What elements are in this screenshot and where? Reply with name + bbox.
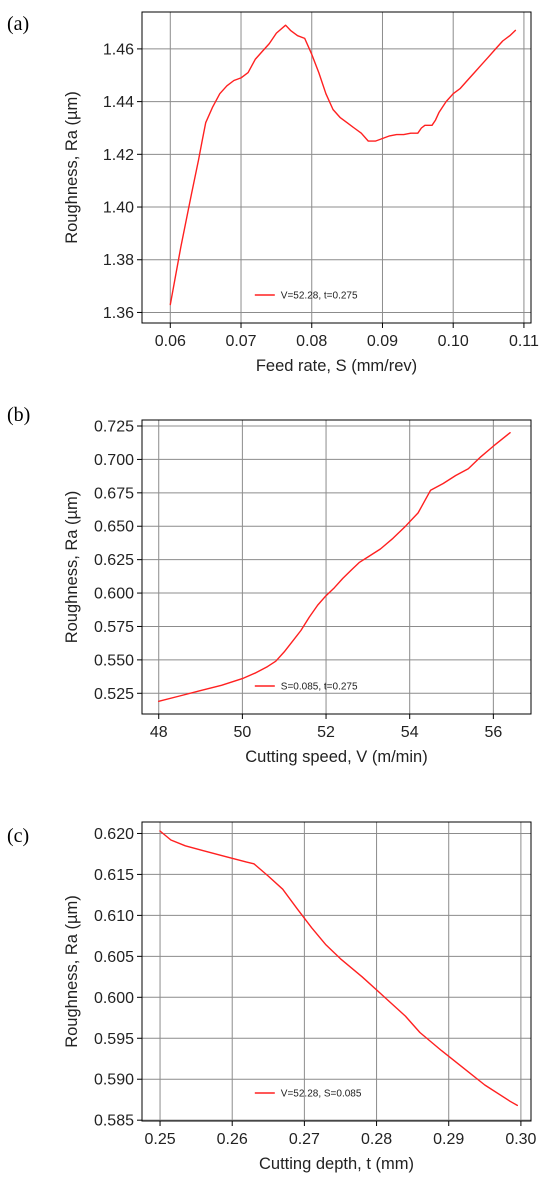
legend-label: V=52.28, t=0.275 bbox=[281, 291, 358, 302]
chart-panel-a: (a) 0.06 0.07 0.08 0.09 0.10 0.11 1.36 1.38 1.40 1… bbox=[7, 11, 539, 375]
y-tick-label: 0.700 bbox=[94, 452, 134, 469]
legend-label: V=52.28, S=0.085 bbox=[281, 1089, 362, 1100]
y-tick-label: 1.42 bbox=[103, 147, 134, 164]
x-axis-label: Cutting speed, V (m/min) bbox=[245, 748, 427, 766]
x-tick-label: 56 bbox=[484, 724, 502, 741]
y-tick-label: 0.550 bbox=[94, 652, 134, 669]
y-tick-label: 1.36 bbox=[103, 305, 134, 322]
x-tick-label: 0.09 bbox=[367, 333, 398, 350]
x-tick-label: 48 bbox=[150, 724, 168, 741]
y-tick-label: 1.44 bbox=[103, 94, 134, 111]
y-tick-label: 0.605 bbox=[94, 949, 134, 966]
y-tick-label: 1.46 bbox=[103, 41, 134, 58]
y-tick-label: 0.595 bbox=[94, 1031, 134, 1048]
x-tick-label: 0.26 bbox=[217, 1131, 248, 1148]
x-tick-label: 52 bbox=[317, 724, 335, 741]
panel-label: (a) bbox=[7, 13, 29, 35]
y-tick-label: 0.650 bbox=[94, 519, 134, 536]
y-tick-label: 0.675 bbox=[94, 485, 134, 502]
x-tick-label: 0.29 bbox=[433, 1131, 464, 1148]
x-tick-label: 0.08 bbox=[296, 333, 327, 350]
series-line bbox=[157, 432, 511, 702]
x-tick-label: 54 bbox=[401, 724, 419, 741]
y-axis-label: Roughness, Ra (µm) bbox=[63, 91, 81, 244]
y-tick-label: 0.590 bbox=[94, 1072, 134, 1089]
x-tick-label: 0.27 bbox=[289, 1131, 320, 1148]
x-axis-label: Feed rate, S (mm/rev) bbox=[256, 357, 417, 375]
plot-frame bbox=[141, 419, 532, 715]
chart-panel-b: (b) 48 50 52 54 56 0.525 0.550 0.575 0.600 0.625 0.… bbox=[7, 404, 532, 766]
x-tick-label: 0.10 bbox=[438, 333, 469, 350]
y-tick-label: 0.625 bbox=[94, 552, 134, 569]
series-line bbox=[159, 830, 518, 1107]
x-axis-label: Cutting depth, t (mm) bbox=[259, 1155, 414, 1173]
x-tick-label: 0.07 bbox=[225, 333, 256, 350]
y-tick-label: 0.610 bbox=[94, 908, 134, 925]
series-line bbox=[169, 24, 517, 306]
x-tick-label: 0.28 bbox=[361, 1131, 392, 1148]
y-tick-label: 0.600 bbox=[94, 586, 134, 603]
chart-panel-c: (c) 0.25 0.26 0.27 0.28 0.29 0.30 0.585 0.590 0.5… bbox=[7, 821, 537, 1173]
x-tick-label: 0.25 bbox=[144, 1131, 175, 1148]
plot-frame bbox=[141, 821, 532, 1122]
x-tick-label: 0.30 bbox=[505, 1131, 536, 1148]
y-tick-label: 1.40 bbox=[103, 200, 134, 217]
y-tick-label: 0.585 bbox=[94, 1113, 134, 1130]
panel-label: (b) bbox=[7, 404, 30, 426]
y-axis-label: Roughness, Ra (µm) bbox=[63, 491, 81, 644]
y-tick-label: 0.575 bbox=[94, 619, 134, 636]
y-tick-label: 0.525 bbox=[94, 686, 134, 703]
y-tick-label: 0.600 bbox=[94, 990, 134, 1007]
y-tick-label: 1.38 bbox=[103, 252, 134, 269]
y-tick-label: 0.615 bbox=[94, 867, 134, 884]
panel-label: (c) bbox=[7, 825, 29, 847]
y-axis-label: Roughness, Ra (µm) bbox=[63, 895, 81, 1048]
y-tick-label: 0.725 bbox=[94, 419, 134, 436]
y-tick-label: 0.620 bbox=[94, 826, 134, 843]
x-tick-label: 0.11 bbox=[509, 333, 539, 350]
x-tick-label: 0.06 bbox=[155, 333, 186, 350]
plot-frame bbox=[141, 11, 532, 324]
legend-label: S=0.085, t=0.275 bbox=[281, 682, 358, 693]
x-tick-label: 50 bbox=[233, 724, 251, 741]
